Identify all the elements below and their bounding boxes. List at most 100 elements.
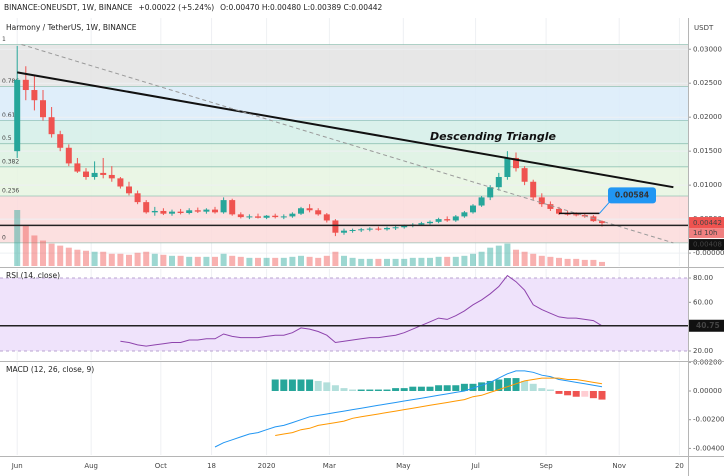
- candle-body: [57, 134, 64, 148]
- candle-body: [31, 90, 38, 101]
- volume-bar: [547, 256, 554, 266]
- candle-body: [375, 228, 382, 230]
- volume-bar: [169, 255, 175, 266]
- x-tick-label: 18: [207, 462, 216, 470]
- candle-body: [315, 210, 322, 215]
- candle-body: [91, 172, 98, 177]
- macd-histogram-bar: [392, 388, 400, 391]
- volume-bar: [573, 258, 580, 266]
- candle-body: [289, 213, 296, 217]
- candle-body: [220, 200, 227, 213]
- candle-body: [237, 214, 244, 218]
- callout-label: 0.00584: [615, 190, 649, 199]
- trend-line: [17, 71, 674, 189]
- candle-body: [48, 117, 55, 135]
- last-price-label: 0.00442: [693, 219, 722, 227]
- volume-bar: [220, 253, 227, 266]
- candle-body: [194, 210, 201, 212]
- macd-histogram-bar: [426, 386, 434, 391]
- macd-histogram-bar: [478, 382, 486, 391]
- candle-body: [100, 172, 107, 175]
- candle-body: [280, 216, 287, 218]
- candle-body: [255, 216, 261, 218]
- volume-bar: [401, 258, 408, 266]
- x-tick-label: Sep: [539, 462, 553, 470]
- candle-body: [65, 147, 72, 164]
- candle-body: [538, 197, 545, 205]
- callout-box: [608, 187, 656, 204]
- macd-histogram-bar: [546, 389, 554, 391]
- candle-body: [298, 208, 304, 214]
- y-tick-label: 0.02500: [693, 79, 722, 87]
- annotation: Descending Triangle: [430, 130, 557, 143]
- macd-histogram-bar: [349, 389, 357, 391]
- candle-body: [513, 157, 519, 169]
- macd-histogram-bar: [443, 385, 451, 391]
- macd-histogram-bar: [572, 390, 580, 397]
- y-tick-label: 0.01000: [693, 181, 722, 189]
- volume-bar: [366, 258, 373, 266]
- candle-body: [83, 171, 89, 177]
- fib-band: [0, 120, 688, 144]
- volume-bar: [478, 251, 485, 266]
- volume-bar: [444, 256, 451, 266]
- macd-histogram-bar: [288, 379, 296, 391]
- macd-histogram-bar: [366, 389, 374, 391]
- y-tick-label: 20.00: [693, 347, 713, 355]
- volume-bar: [418, 257, 425, 266]
- header-text: O:0.00470 H:0.00480 L:0.00389 C:0.00442: [220, 3, 382, 12]
- x-tick-label: 2020: [258, 462, 276, 470]
- y-tick-label: 0.01500: [693, 147, 722, 155]
- volume-bar: [280, 257, 287, 266]
- macd-histogram-bar: [503, 378, 511, 391]
- fib-band: [0, 166, 688, 197]
- last-price-box: [689, 217, 724, 229]
- volume-bar: [14, 210, 21, 266]
- macd-histogram-bar: [271, 379, 279, 391]
- fib-label: 0.236: [2, 188, 19, 195]
- volume-bar: [100, 251, 107, 266]
- volume-bar: [203, 256, 210, 266]
- volume-bar: [530, 253, 537, 266]
- macd-histogram-bar: [357, 389, 365, 391]
- y-tick-label: 80.00: [693, 274, 713, 282]
- volume-bar: [134, 252, 141, 266]
- y-tick-label: 0.03000: [693, 45, 722, 53]
- candle-body: [22, 79, 29, 91]
- volume-bar: [263, 257, 270, 266]
- macd-histogram-bar: [374, 389, 382, 391]
- volume-bar: [392, 258, 399, 266]
- candle-body: [401, 225, 408, 228]
- fib-band: [0, 44, 688, 87]
- volume-bar: [599, 261, 605, 266]
- candle-body: [169, 211, 175, 214]
- volume-bar: [194, 256, 201, 266]
- volume-bar: [538, 255, 545, 266]
- macd-histogram-bar: [512, 378, 520, 391]
- volume-bar: [151, 253, 158, 266]
- line-price-label: 0.00408: [693, 241, 722, 249]
- candle-body: [444, 219, 451, 221]
- macd-histogram-bar: [469, 383, 477, 391]
- fib-label: 0.382: [2, 158, 19, 165]
- x-tick-label: Jun: [11, 462, 23, 470]
- candle-body: [186, 210, 193, 214]
- overlay-layer: BINANCE:ONEUSDT, 1W, BINANCE +0.00022 (+5…: [4, 3, 724, 470]
- line-price-box: [689, 239, 724, 251]
- volume-bar: [229, 255, 236, 266]
- volume-bar: [40, 240, 46, 266]
- volume-bar: [581, 259, 588, 266]
- volume-bar: [83, 250, 89, 266]
- candle-body: [349, 229, 356, 231]
- callout-pointer: [599, 201, 611, 214]
- fib-label: 0.786: [2, 78, 19, 85]
- candle-body: [599, 221, 605, 224]
- volume-bar: [160, 254, 167, 266]
- volume-bar: [375, 258, 382, 266]
- header-text: BINANCE:ONEUSDT, 1W, BINANCE: [4, 3, 133, 12]
- macd-histogram-bar: [340, 388, 348, 391]
- volume-bar: [470, 253, 476, 266]
- candle-body: [547, 204, 554, 209]
- volume-bar: [556, 257, 562, 266]
- volume-bar: [237, 256, 244, 266]
